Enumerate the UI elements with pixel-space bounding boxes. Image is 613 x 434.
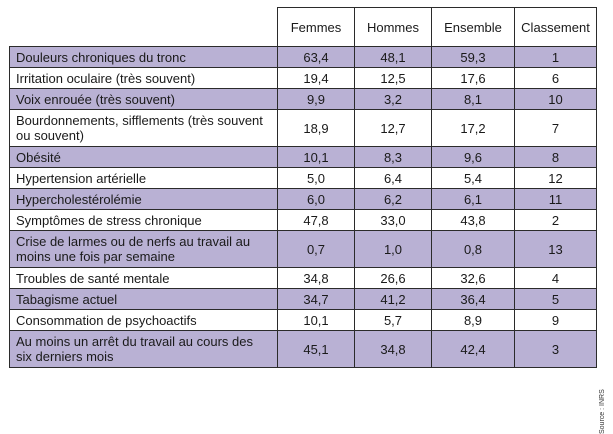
row-label: Voix enrouée (très souvent) xyxy=(9,88,278,110)
row-label: Douleurs chroniques du tronc xyxy=(9,46,278,68)
cell-ensemble: 8,9 xyxy=(431,309,515,331)
cell-classement: 13 xyxy=(514,230,597,268)
cell-ensemble: 43,8 xyxy=(431,209,515,231)
source-text: Source : INRS xyxy=(599,389,606,434)
cell-classement: 9 xyxy=(514,309,597,331)
health-indicators-table: Femmes Hommes Ensemble Classement Douleu… xyxy=(9,7,597,368)
table-row: Tabagisme actuel 34,7 41,2 36,4 5 xyxy=(9,288,597,310)
cell-ensemble: 5,4 xyxy=(431,167,515,189)
table-row: Voix enrouée (très souvent) 9,9 3,2 8,1 … xyxy=(9,88,597,110)
cell-femmes: 9,9 xyxy=(277,88,355,110)
table-row: Douleurs chroniques du tronc 63,4 48,1 5… xyxy=(9,46,597,68)
cell-hommes: 8,3 xyxy=(354,146,432,168)
cell-femmes: 19,4 xyxy=(277,67,355,89)
cell-ensemble: 0,8 xyxy=(431,230,515,268)
cell-ensemble: 8,1 xyxy=(431,88,515,110)
cell-classement: 2 xyxy=(514,209,597,231)
row-label: Crise de larmes ou de nerfs au travail a… xyxy=(9,230,278,268)
cell-femmes: 18,9 xyxy=(277,109,355,147)
cell-femmes: 47,8 xyxy=(277,209,355,231)
row-label: Tabagisme actuel xyxy=(9,288,278,310)
cell-hommes: 6,2 xyxy=(354,188,432,210)
cell-classement: 6 xyxy=(514,67,597,89)
cell-hommes: 5,7 xyxy=(354,309,432,331)
table-row: Irritation oculaire (très souvent) 19,4 … xyxy=(9,67,597,89)
cell-femmes: 45,1 xyxy=(277,330,355,368)
cell-ensemble: 36,4 xyxy=(431,288,515,310)
row-label: Au moins un arrêt du travail au cours de… xyxy=(9,330,278,368)
table-row: Hypercholestérolémie 6,0 6,2 6,1 11 xyxy=(9,188,597,210)
cell-ensemble: 32,6 xyxy=(431,267,515,289)
table-row: Crise de larmes ou de nerfs au travail a… xyxy=(9,230,597,268)
row-label: Hypertension artérielle xyxy=(9,167,278,189)
row-label: Obésité xyxy=(9,146,278,168)
cell-classement: 1 xyxy=(514,46,597,68)
cell-hommes: 34,8 xyxy=(354,330,432,368)
cell-classement: 5 xyxy=(514,288,597,310)
cell-ensemble: 6,1 xyxy=(431,188,515,210)
cell-classement: 7 xyxy=(514,109,597,147)
header-hommes: Hommes xyxy=(354,7,432,47)
cell-ensemble: 17,2 xyxy=(431,109,515,147)
table-row: Bourdonnements, sifflements (très souven… xyxy=(9,109,597,147)
cell-ensemble: 59,3 xyxy=(431,46,515,68)
table-row: Hypertension artérielle 5,0 6,4 5,4 12 xyxy=(9,167,597,189)
cell-ensemble: 42,4 xyxy=(431,330,515,368)
cell-femmes: 63,4 xyxy=(277,46,355,68)
cell-classement: 11 xyxy=(514,188,597,210)
cell-hommes: 12,7 xyxy=(354,109,432,147)
row-label: Troubles de santé mentale xyxy=(9,267,278,289)
table-row: Consommation de psychoactifs 10,1 5,7 8,… xyxy=(9,309,597,331)
row-label: Hypercholestérolémie xyxy=(9,188,278,210)
cell-hommes: 6,4 xyxy=(354,167,432,189)
table-row: Symptômes de stress chronique 47,8 33,0 … xyxy=(9,209,597,231)
table-row: Obésité 10,1 8,3 9,6 8 xyxy=(9,146,597,168)
cell-classement: 4 xyxy=(514,267,597,289)
health-table-container: Femmes Hommes Ensemble Classement Douleu… xyxy=(9,7,597,368)
cell-classement: 12 xyxy=(514,167,597,189)
cell-ensemble: 17,6 xyxy=(431,67,515,89)
header-blank xyxy=(9,7,278,47)
row-label: Irritation oculaire (très souvent) xyxy=(9,67,278,89)
cell-classement: 10 xyxy=(514,88,597,110)
cell-femmes: 34,7 xyxy=(277,288,355,310)
cell-femmes: 10,1 xyxy=(277,309,355,331)
cell-hommes: 3,2 xyxy=(354,88,432,110)
cell-femmes: 10,1 xyxy=(277,146,355,168)
cell-classement: 3 xyxy=(514,330,597,368)
cell-femmes: 5,0 xyxy=(277,167,355,189)
cell-hommes: 48,1 xyxy=(354,46,432,68)
header-classement: Classement xyxy=(514,7,597,47)
row-label: Symptômes de stress chronique xyxy=(9,209,278,231)
table-header-row: Femmes Hommes Ensemble Classement xyxy=(9,7,597,47)
cell-hommes: 33,0 xyxy=(354,209,432,231)
cell-hommes: 41,2 xyxy=(354,288,432,310)
cell-classement: 8 xyxy=(514,146,597,168)
table-row: Troubles de santé mentale 34,8 26,6 32,6… xyxy=(9,267,597,289)
cell-hommes: 12,5 xyxy=(354,67,432,89)
header-ensemble: Ensemble xyxy=(431,7,515,47)
row-label: Bourdonnements, sifflements (très souven… xyxy=(9,109,278,147)
table-row: Au moins un arrêt du travail au cours de… xyxy=(9,330,597,368)
header-femmes: Femmes xyxy=(277,7,355,47)
cell-ensemble: 9,6 xyxy=(431,146,515,168)
cell-hommes: 1,0 xyxy=(354,230,432,268)
cell-femmes: 6,0 xyxy=(277,188,355,210)
source-credit: Source : INRS xyxy=(598,356,610,434)
row-label: Consommation de psychoactifs xyxy=(9,309,278,331)
cell-femmes: 34,8 xyxy=(277,267,355,289)
cell-femmes: 0,7 xyxy=(277,230,355,268)
cell-hommes: 26,6 xyxy=(354,267,432,289)
